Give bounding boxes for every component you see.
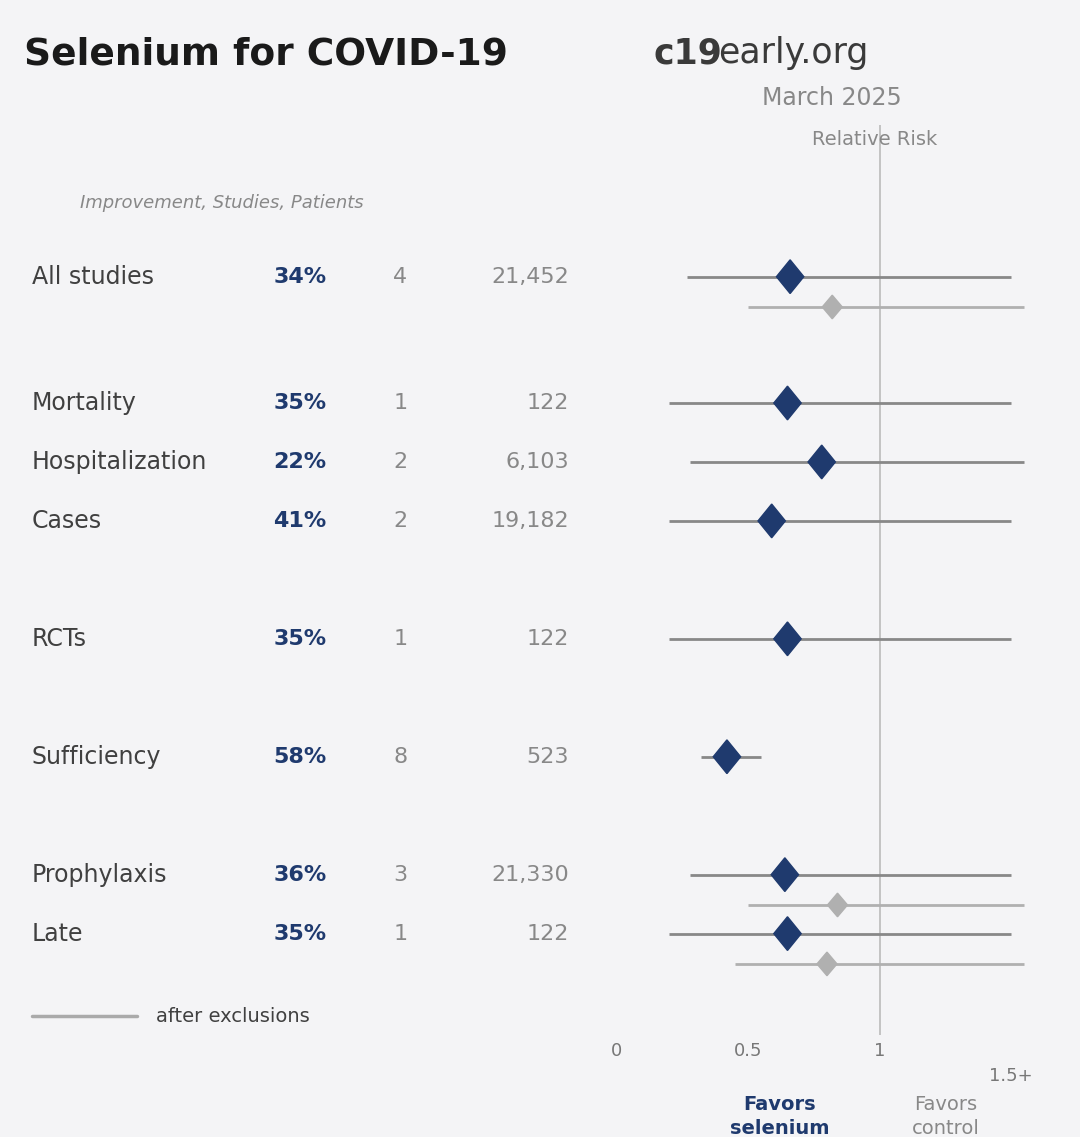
Text: 2: 2	[393, 511, 407, 531]
Text: 523: 523	[526, 747, 569, 766]
Text: 35%: 35%	[273, 393, 327, 413]
Text: 2: 2	[393, 453, 407, 472]
Text: 21,452: 21,452	[491, 267, 569, 287]
Text: 3: 3	[393, 864, 407, 885]
Polygon shape	[808, 445, 836, 479]
Text: Cases: Cases	[32, 509, 102, 533]
Polygon shape	[827, 894, 848, 916]
Text: c19: c19	[653, 36, 723, 70]
Text: 22%: 22%	[273, 453, 327, 472]
Text: Improvement, Studies, Patients: Improvement, Studies, Patients	[80, 193, 363, 211]
Text: 1.5+: 1.5+	[989, 1067, 1034, 1085]
Text: 6,103: 6,103	[505, 453, 569, 472]
Polygon shape	[777, 260, 804, 293]
Text: Favors
control: Favors control	[912, 1095, 980, 1137]
Text: 122: 122	[527, 629, 569, 649]
Text: 21,330: 21,330	[491, 864, 569, 885]
Text: Relative Risk: Relative Risk	[812, 130, 937, 149]
Text: Sufficiency: Sufficiency	[32, 745, 161, 769]
Polygon shape	[771, 857, 798, 891]
Polygon shape	[713, 740, 741, 773]
Text: 34%: 34%	[273, 267, 327, 287]
Text: Mortality: Mortality	[32, 391, 137, 415]
Text: 1: 1	[393, 923, 407, 944]
Text: RCTs: RCTs	[32, 626, 86, 650]
Text: 122: 122	[527, 923, 569, 944]
Text: Late: Late	[32, 922, 83, 946]
Text: 58%: 58%	[273, 747, 327, 766]
Polygon shape	[822, 296, 842, 318]
Text: 8: 8	[393, 747, 407, 766]
Polygon shape	[773, 622, 801, 656]
Text: 36%: 36%	[273, 864, 327, 885]
Polygon shape	[773, 387, 801, 420]
Text: 35%: 35%	[273, 629, 327, 649]
Text: after exclusions: after exclusions	[156, 1006, 309, 1026]
Text: Favors
selenium: Favors selenium	[730, 1095, 829, 1137]
Text: Hospitalization: Hospitalization	[32, 450, 207, 474]
Text: Prophylaxis: Prophylaxis	[32, 863, 167, 887]
Text: 41%: 41%	[273, 511, 327, 531]
Text: All studies: All studies	[32, 265, 153, 289]
Text: 4: 4	[393, 267, 407, 287]
Text: 122: 122	[527, 393, 569, 413]
Text: Selenium for COVID-19: Selenium for COVID-19	[24, 36, 508, 73]
Polygon shape	[773, 916, 801, 951]
Text: March 2025: March 2025	[761, 86, 902, 110]
Polygon shape	[816, 952, 837, 976]
Text: 19,182: 19,182	[491, 511, 569, 531]
Polygon shape	[758, 504, 785, 538]
Text: 35%: 35%	[273, 923, 327, 944]
Text: 1: 1	[393, 393, 407, 413]
Text: early.org: early.org	[718, 36, 868, 70]
Text: 1: 1	[393, 629, 407, 649]
